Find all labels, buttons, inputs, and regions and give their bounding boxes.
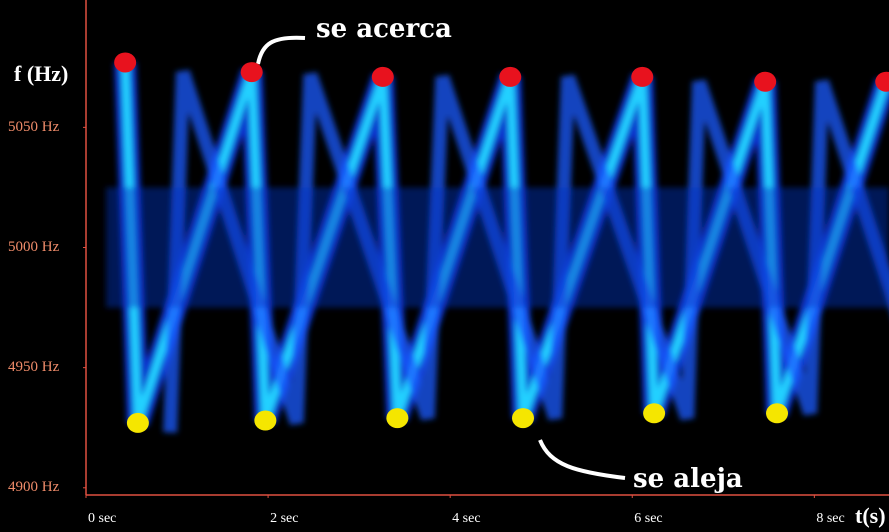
point (766, 403, 789, 424)
y-tick-label: 5000 Hz (8, 239, 60, 255)
y-tick-label: 4950 Hz (8, 359, 60, 375)
point (754, 71, 777, 92)
point (371, 66, 394, 87)
center-band (106, 187, 889, 308)
point (254, 410, 277, 431)
x-tick-label: 2 sec (270, 511, 298, 526)
point (386, 408, 409, 429)
point (643, 403, 666, 424)
point (512, 408, 535, 429)
annotation: se acerca (316, 14, 452, 44)
annotation-arrow (538, 439, 626, 480)
x-tick-label: 8 sec (816, 511, 844, 526)
point (114, 52, 137, 73)
y-tick-label: 5050 Hz (8, 119, 60, 135)
point (126, 412, 149, 433)
reflected-trace (163, 69, 889, 433)
point (240, 62, 263, 83)
y-axis-label: f (Hz) (14, 61, 68, 86)
x-axis-label: t(s) (855, 503, 886, 528)
x-tick-label: 6 sec (634, 511, 662, 526)
annotation: se aleja (633, 464, 743, 494)
x-tick-label: 0 sec (88, 511, 116, 526)
annotation-arrow (256, 35, 306, 65)
x-tick-label: 4 sec (452, 511, 480, 526)
y-tick-label: 4900 Hz (8, 479, 60, 495)
point (631, 66, 654, 87)
point (499, 66, 522, 87)
point (875, 71, 889, 92)
